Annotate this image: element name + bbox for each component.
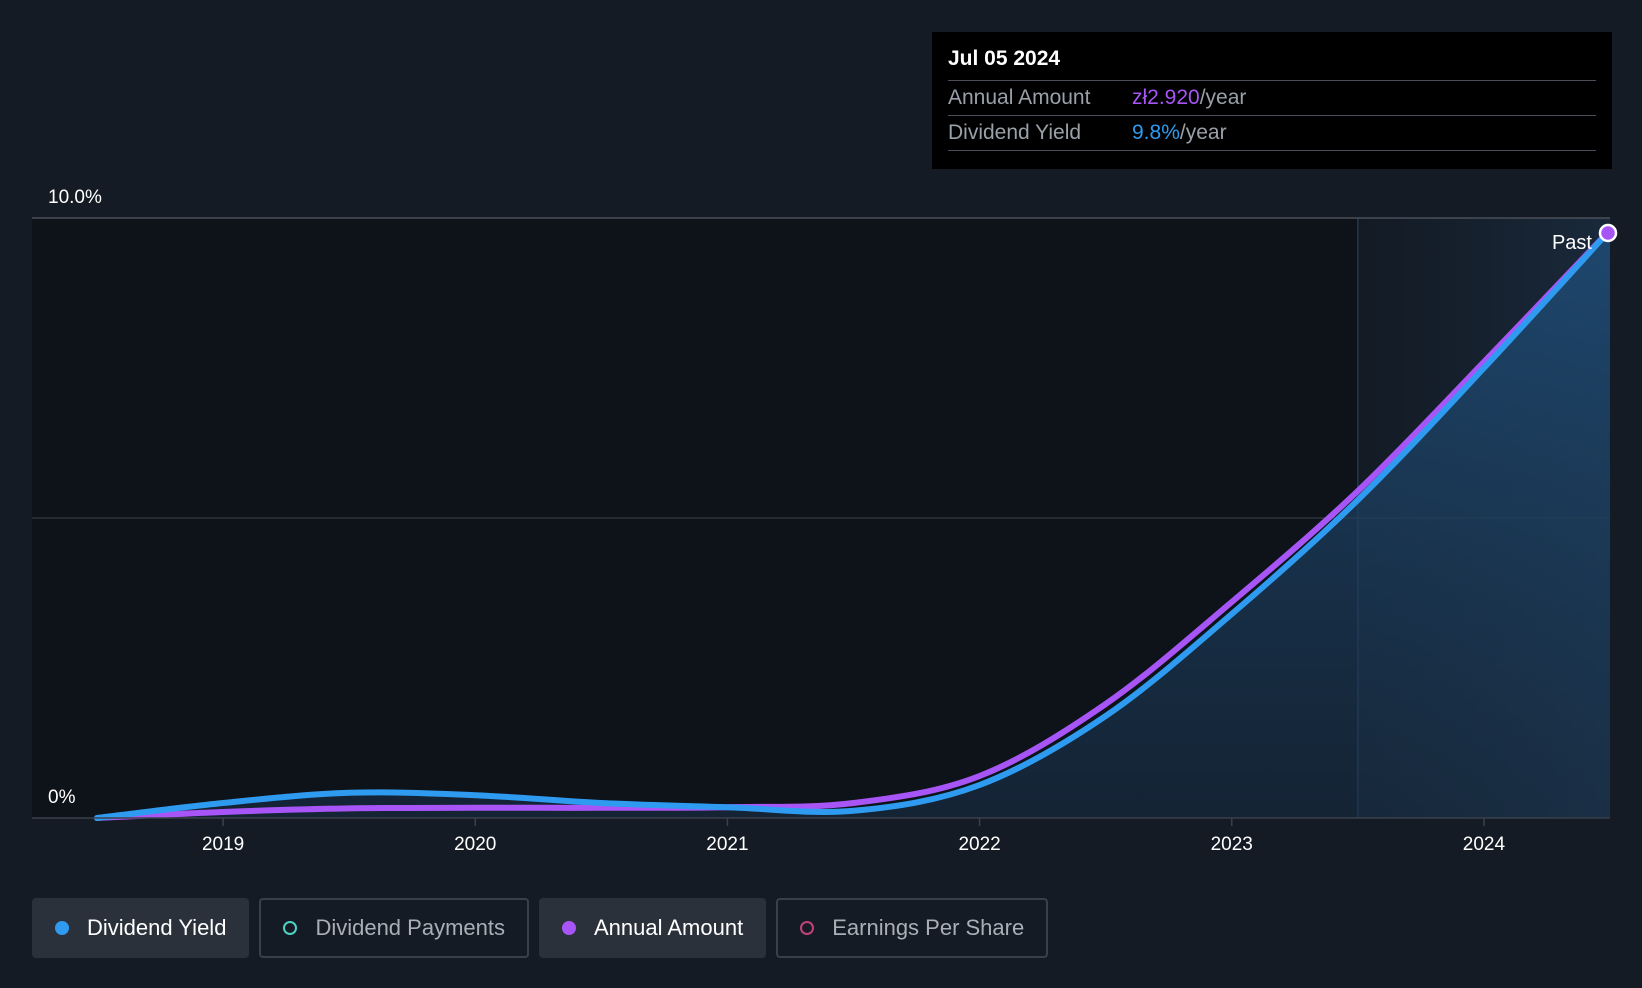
tooltip-date: Jul 05 2024: [948, 46, 1596, 81]
legend-dividend-yield[interactable]: Dividend Yield: [32, 898, 250, 958]
legend-label: Annual Amount: [593, 915, 744, 940]
chart-legend: Dividend Yield Dividend Payments Annual …: [32, 898, 1049, 958]
tooltip-label: Dividend Yield: [948, 121, 1082, 144]
legend-earnings-per-share[interactable]: Earnings Per Share: [776, 898, 1049, 958]
tooltip-unit: /year: [1179, 121, 1227, 144]
end-point-marker[interactable]: [1598, 223, 1618, 243]
tooltip-value: 9.8%: [1132, 121, 1180, 144]
legend-annual-amount[interactable]: Annual Amount: [538, 898, 767, 958]
tooltip-row-dividend-yield: Dividend Yield 9.8% /year: [948, 116, 1596, 151]
legend-dot-icon: [55, 921, 69, 935]
y-tick-label: 0%: [48, 787, 76, 808]
x-tick-label: 2024: [1463, 834, 1506, 855]
tooltip-label: Annual Amount: [948, 86, 1091, 109]
x-tick-label: 2020: [454, 834, 496, 855]
legend-dividend-payments[interactable]: Dividend Payments: [259, 898, 529, 958]
legend-label: Dividend Yield: [87, 915, 227, 940]
x-tick-label: 2019: [202, 834, 244, 855]
legend-ring-icon: [283, 921, 298, 935]
dividend-yield-line: [94, 227, 1613, 821]
past-label: Past: [1552, 232, 1592, 254]
legend-ring-icon: [800, 921, 815, 935]
x-tick-label: 2023: [1211, 834, 1253, 855]
legend-label: Earnings Per Share: [832, 915, 1025, 940]
annual-amount-line: [94, 227, 1613, 821]
legend-label: Dividend Payments: [315, 915, 505, 940]
tooltip-value: zł2.920: [1132, 86, 1200, 109]
y-tick-label: 10.0%: [48, 187, 102, 208]
tooltip-row-annual-amount: Annual Amount zł2.920 /year: [948, 81, 1596, 116]
x-tick-label: 2021: [706, 834, 748, 855]
tooltip-unit: /year: [1199, 86, 1247, 109]
x-tick-label: 2022: [958, 834, 1000, 855]
legend-dot-icon: [561, 921, 576, 935]
dividend-yield-area: [97, 230, 1610, 818]
chart-tooltip: Jul 05 2024 Annual Amount zł2.920 /year …: [932, 32, 1612, 169]
